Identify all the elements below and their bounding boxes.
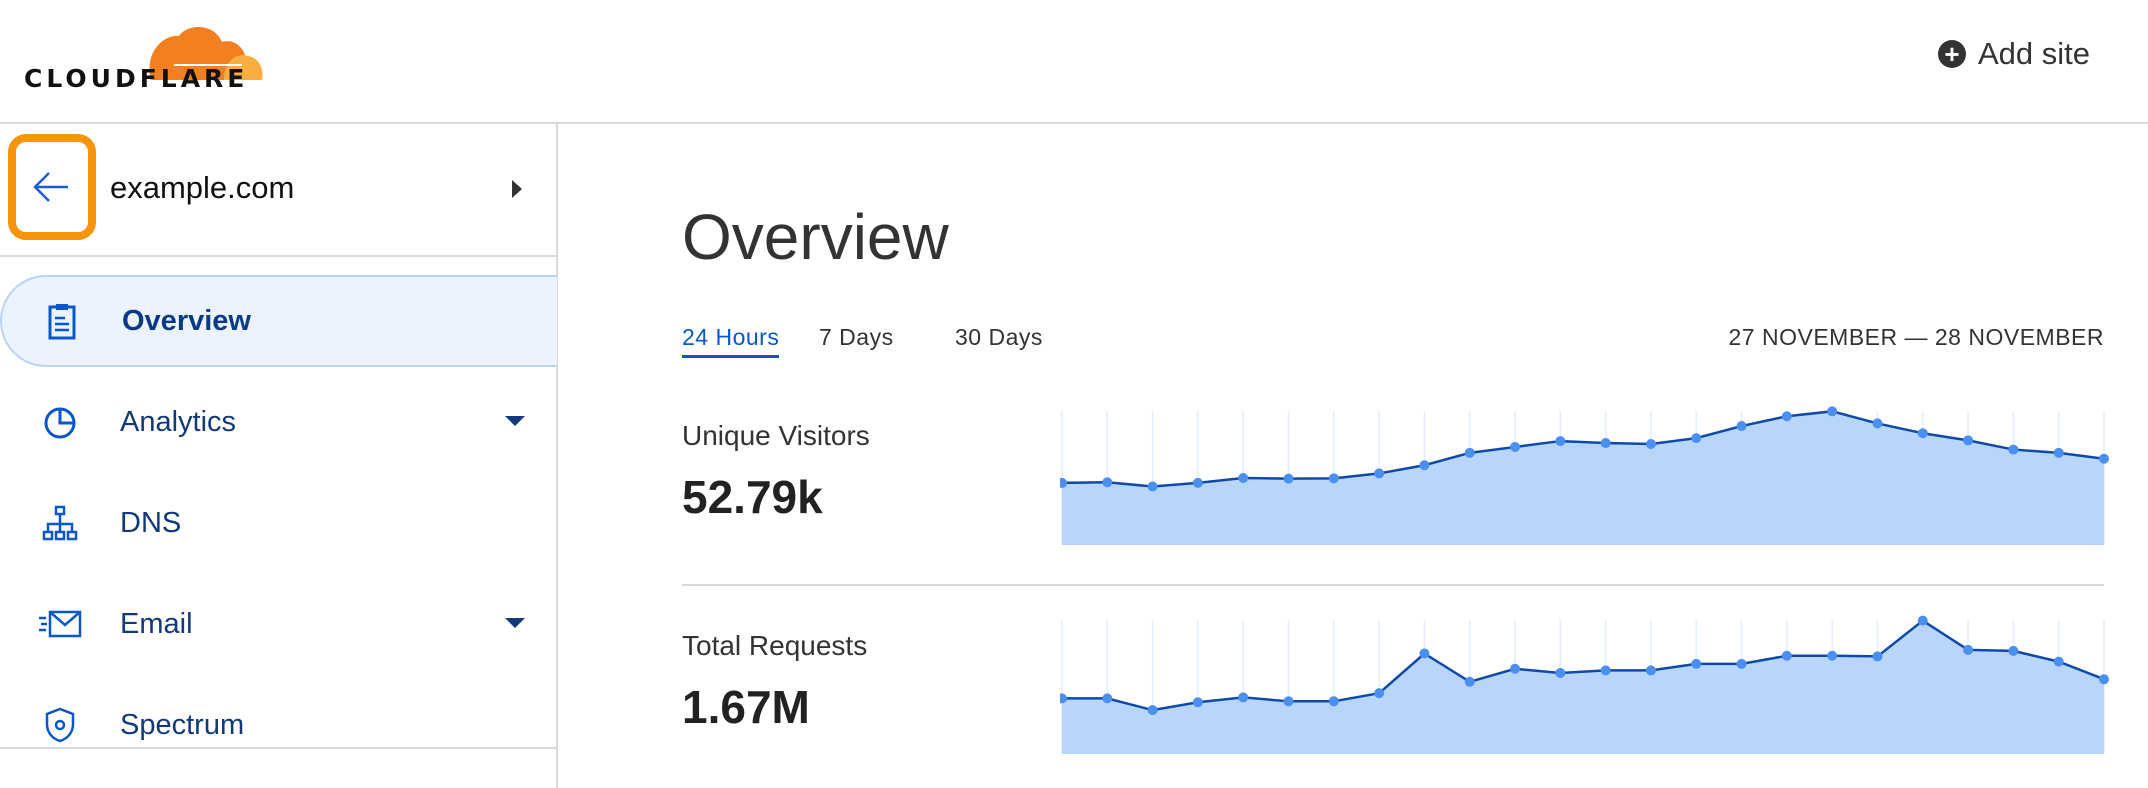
data-point <box>1645 665 1656 676</box>
data-point <box>1374 468 1385 479</box>
sidebar-item-dns[interactable]: DNS <box>0 477 557 569</box>
data-point <box>1600 438 1611 449</box>
data-point <box>1827 406 1838 417</box>
data-point <box>1419 460 1430 471</box>
pie-chart-icon <box>30 404 90 440</box>
sidebar-item-label: Spectrum <box>120 708 245 741</box>
data-point <box>1238 692 1249 703</box>
data-point <box>1283 696 1294 707</box>
data-point <box>2008 444 2019 455</box>
data-point <box>1464 447 1475 458</box>
cloudflare-logo[interactable] <box>24 8 264 96</box>
tab-7-days[interactable]: 7 Days <box>819 324 894 350</box>
data-point <box>1872 418 1883 429</box>
data-point <box>1192 477 1203 488</box>
data-point <box>2053 656 2064 667</box>
data-point <box>1192 697 1203 708</box>
data-point <box>1736 658 1747 669</box>
data-point <box>2053 447 2064 458</box>
data-point <box>1328 696 1339 707</box>
zone-domain[interactable]: example.com <box>110 170 295 205</box>
data-point <box>1238 473 1249 483</box>
series-line <box>1062 619 2105 712</box>
data-point <box>1510 441 1521 452</box>
total-requests-chart[interactable] <box>1060 614 2110 759</box>
divider <box>682 584 2104 586</box>
chevron-down-icon[interactable] <box>505 416 525 426</box>
data-point <box>1963 644 1974 655</box>
data-point <box>2099 674 2109 685</box>
data-point <box>2099 453 2109 464</box>
data-point <box>1917 428 1928 439</box>
page-title: Overview <box>682 201 949 273</box>
area-fill <box>1062 411 2104 545</box>
metric-value-total-requests: 1.67M <box>682 681 810 733</box>
plus-circle-icon: + <box>1937 40 1966 68</box>
back-button[interactable] <box>8 134 96 240</box>
add-site-label: Add site <box>1977 36 2090 71</box>
data-point <box>1872 651 1883 662</box>
data-point <box>1691 433 1702 444</box>
series-line <box>1061 410 2105 488</box>
data-point <box>1827 650 1838 661</box>
sidebar-item-email[interactable]: Email <box>0 578 557 670</box>
sidebar-item-label: Overview <box>122 304 251 337</box>
divider <box>0 255 557 257</box>
data-point <box>1917 615 1928 626</box>
data-point <box>1963 435 1974 446</box>
date-range: 27 NOVEMBER — 28 NOVEMBER <box>1728 324 2104 350</box>
top-header <box>0 0 2148 124</box>
tab-30-days[interactable]: 30 Days <box>955 324 1043 350</box>
data-point <box>1147 481 1158 492</box>
email-icon <box>30 609 90 639</box>
metric-label-unique-visitors: Unique Visitors <box>682 420 870 451</box>
metric-value-unique-visitors: 52.79k <box>682 471 823 523</box>
chevron-down-icon[interactable] <box>505 618 525 628</box>
data-point <box>1781 650 1792 661</box>
data-point <box>1374 688 1385 699</box>
data-point <box>1555 436 1566 447</box>
arrow-left-icon <box>33 172 68 202</box>
data-point <box>1736 421 1747 432</box>
data-point <box>1328 473 1339 484</box>
divider <box>0 747 557 749</box>
data-point <box>1691 658 1702 669</box>
shield-icon <box>30 707 90 743</box>
sidebar-item-label: Analytics <box>120 405 237 438</box>
data-point <box>1102 693 1113 704</box>
data-point <box>1781 411 1792 422</box>
data-point <box>1645 439 1656 450</box>
sidebar <box>0 124 558 788</box>
unique-visitors-chart[interactable] <box>1060 405 2110 550</box>
data-point <box>1600 665 1611 676</box>
clipboard-icon <box>32 302 92 340</box>
data-point <box>1283 473 1294 484</box>
data-point <box>1510 663 1521 674</box>
network-icon <box>30 505 90 541</box>
area-fill <box>1062 620 2104 754</box>
sidebar-item-analytics[interactable]: Analytics <box>0 376 557 468</box>
tab-24-hours[interactable]: 24 Hours <box>682 324 780 358</box>
data-point <box>1419 648 1430 659</box>
data-point <box>1147 705 1158 716</box>
logo-text: CLOUDFLARE <box>24 64 249 93</box>
data-point <box>1060 477 1067 488</box>
sidebar-item-label: Email <box>120 607 193 640</box>
data-point <box>2008 645 2019 656</box>
caret-right-icon[interactable] <box>512 180 522 198</box>
sidebar-item-label: DNS <box>120 506 182 539</box>
data-point <box>1060 693 1067 704</box>
data-point <box>1464 676 1475 687</box>
data-point <box>1102 477 1113 488</box>
data-point <box>1555 668 1566 679</box>
metric-label-total-requests: Total Requests <box>682 630 868 661</box>
sidebar-item-overview[interactable]: Overview <box>0 275 557 367</box>
add-site-button[interactable]: + Add site <box>1937 36 2090 72</box>
sidebar-item-spectrum[interactable]: Spectrum <box>0 679 557 771</box>
